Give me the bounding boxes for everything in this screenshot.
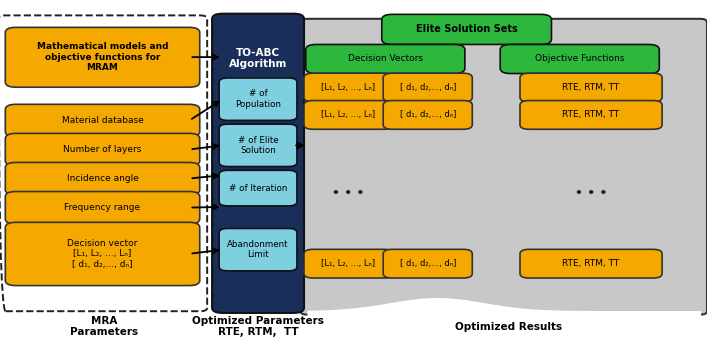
FancyBboxPatch shape: [5, 27, 200, 87]
FancyBboxPatch shape: [520, 249, 662, 278]
Text: MRA
Parameters: MRA Parameters: [70, 316, 138, 338]
Text: Objective Functions: Objective Functions: [535, 54, 624, 64]
Text: Optimized Parameters
RTE, RTM,  TT: Optimized Parameters RTE, RTM, TT: [192, 316, 324, 338]
Text: # of Iteration: # of Iteration: [229, 184, 287, 193]
Text: [ d₁, d₂,..., dₙ]: [ d₁, d₂,..., dₙ]: [399, 259, 456, 268]
Text: Incidence angle: Incidence angle: [66, 174, 139, 183]
FancyBboxPatch shape: [219, 124, 297, 167]
FancyBboxPatch shape: [5, 104, 200, 137]
Text: TO-ABC
Algorithm: TO-ABC Algorithm: [229, 48, 287, 69]
FancyBboxPatch shape: [5, 133, 200, 166]
Text: Material database: Material database: [62, 116, 144, 125]
FancyBboxPatch shape: [383, 249, 472, 278]
FancyBboxPatch shape: [304, 73, 393, 102]
Text: Number of layers: Number of layers: [64, 145, 141, 154]
Text: • • •: • • •: [332, 187, 365, 200]
Text: Mathematical models and
objective functions for
MRAM: Mathematical models and objective functi…: [37, 42, 168, 72]
FancyBboxPatch shape: [219, 78, 297, 120]
FancyBboxPatch shape: [382, 14, 551, 44]
Text: # of Elite
Solution: # of Elite Solution: [238, 136, 279, 155]
Text: [ d₁, d₂,..., dₙ]: [ d₁, d₂,..., dₙ]: [399, 110, 456, 119]
Text: Frequency range: Frequency range: [64, 203, 141, 212]
Text: [L₁, L₂, ..., Lₙ]: [L₁, L₂, ..., Lₙ]: [322, 259, 375, 268]
Text: RTE, RTM, TT: RTE, RTM, TT: [563, 83, 619, 92]
FancyBboxPatch shape: [383, 73, 472, 102]
Text: Optimized Results: Optimized Results: [455, 321, 563, 332]
FancyBboxPatch shape: [304, 101, 393, 129]
Text: [L₁, L₂, ..., Lₙ]: [L₁, L₂, ..., Lₙ]: [322, 83, 375, 92]
Text: • • •: • • •: [575, 187, 607, 200]
Text: RTE, RTM, TT: RTE, RTM, TT: [563, 110, 619, 119]
Text: RTE, RTM, TT: RTE, RTM, TT: [563, 259, 619, 268]
Text: # of
Population: # of Population: [235, 90, 281, 109]
FancyBboxPatch shape: [300, 19, 707, 315]
FancyBboxPatch shape: [5, 162, 200, 195]
Text: Decision vector
[L₁, L₂, ..., Lₙ]
[ d₁, d₂,..., dₙ]: Decision vector [L₁, L₂, ..., Lₙ] [ d₁, …: [67, 239, 138, 269]
FancyBboxPatch shape: [212, 14, 304, 313]
FancyBboxPatch shape: [520, 73, 662, 102]
Text: Elite Solution Sets: Elite Solution Sets: [416, 24, 518, 35]
FancyBboxPatch shape: [304, 249, 393, 278]
Text: [ d₁, d₂,..., dₙ]: [ d₁, d₂,..., dₙ]: [399, 83, 456, 92]
FancyBboxPatch shape: [219, 228, 297, 271]
FancyBboxPatch shape: [520, 101, 662, 129]
FancyBboxPatch shape: [5, 222, 200, 286]
FancyBboxPatch shape: [383, 101, 472, 129]
Text: Decision Vectors: Decision Vectors: [348, 54, 423, 64]
FancyBboxPatch shape: [5, 192, 200, 224]
FancyBboxPatch shape: [500, 44, 659, 74]
FancyBboxPatch shape: [305, 44, 465, 74]
Text: Abandonment
Limit: Abandonment Limit: [228, 240, 288, 259]
FancyBboxPatch shape: [219, 170, 297, 206]
Text: [L₁, L₂, ..., Lₙ]: [L₁, L₂, ..., Lₙ]: [322, 110, 375, 119]
